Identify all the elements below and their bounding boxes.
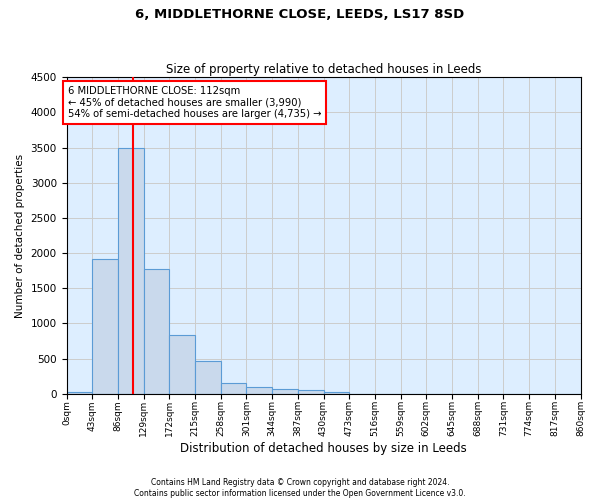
Bar	[118, 148, 143, 394]
Bar	[67, 392, 92, 394]
X-axis label: Distribution of detached houses by size in Leeds: Distribution of detached houses by size …	[180, 442, 467, 455]
Bar	[272, 389, 298, 394]
Bar	[92, 258, 118, 394]
Text: Contains HM Land Registry data © Crown copyright and database right 2024.
Contai: Contains HM Land Registry data © Crown c…	[134, 478, 466, 498]
Title: Size of property relative to detached houses in Leeds: Size of property relative to detached ho…	[166, 63, 481, 76]
Bar	[143, 268, 169, 394]
Text: 6 MIDDLETHORNE CLOSE: 112sqm
← 45% of detached houses are smaller (3,990)
54% of: 6 MIDDLETHORNE CLOSE: 112sqm ← 45% of de…	[68, 86, 321, 119]
Bar	[323, 392, 349, 394]
Bar	[169, 334, 195, 394]
Bar	[298, 390, 323, 394]
Text: 6, MIDDLETHORNE CLOSE, LEEDS, LS17 8SD: 6, MIDDLETHORNE CLOSE, LEEDS, LS17 8SD	[136, 8, 464, 20]
Bar	[221, 382, 247, 394]
Bar	[247, 387, 272, 394]
Bar	[195, 362, 221, 394]
Y-axis label: Number of detached properties: Number of detached properties	[15, 154, 25, 318]
